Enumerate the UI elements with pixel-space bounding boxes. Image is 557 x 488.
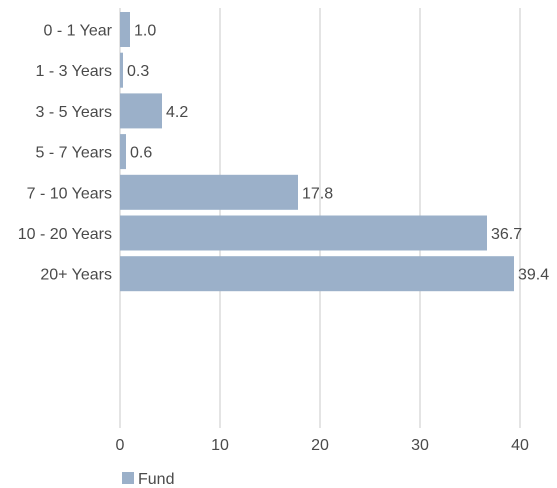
value-label-6: 39.4 [518, 267, 549, 284]
category-label-1: 1 - 3 Years [36, 63, 113, 80]
bars [120, 12, 514, 292]
bar-0 [120, 12, 130, 47]
bar-2 [120, 93, 162, 129]
category-label-2: 3 - 5 Years [36, 104, 113, 121]
category-label-3: 5 - 7 Years [36, 145, 113, 162]
bar-6 [120, 256, 514, 292]
legend-label-fund: Fund [138, 471, 174, 488]
x-tick-labels: 0 10 20 30 40 [116, 437, 529, 454]
value-label-1: 0.3 [127, 63, 149, 80]
value-labels: 1.0 0.3 4.2 0.6 17.8 36.7 39.4 [127, 23, 549, 284]
bar-5 [120, 215, 487, 251]
bar-1 [120, 52, 123, 88]
category-label-0: 0 - 1 Year [44, 23, 113, 40]
value-label-3: 0.6 [130, 145, 152, 162]
value-label-4: 17.8 [302, 185, 333, 202]
x-tick-label-30: 30 [411, 437, 429, 454]
bar-3 [120, 134, 126, 170]
legend-swatch-fund [122, 472, 134, 484]
value-label-5: 36.7 [491, 226, 522, 243]
category-label-4: 7 - 10 Years [27, 185, 112, 202]
value-label-0: 1.0 [134, 23, 156, 40]
value-label-2: 4.2 [166, 104, 188, 121]
category-label-5: 10 - 20 Years [18, 226, 112, 243]
legend: Fund [122, 471, 174, 488]
x-tick-label-20: 20 [311, 437, 329, 454]
x-tick-label-10: 10 [211, 437, 229, 454]
x-tick-label-0: 0 [116, 437, 125, 454]
category-labels: 0 - 1 Year 1 - 3 Years 3 - 5 Years 5 - 7 Ye… [18, 23, 113, 284]
category-label-6: 20+ Years [40, 267, 112, 284]
bar-4 [120, 174, 298, 210]
x-tick-label-40: 40 [511, 437, 529, 454]
